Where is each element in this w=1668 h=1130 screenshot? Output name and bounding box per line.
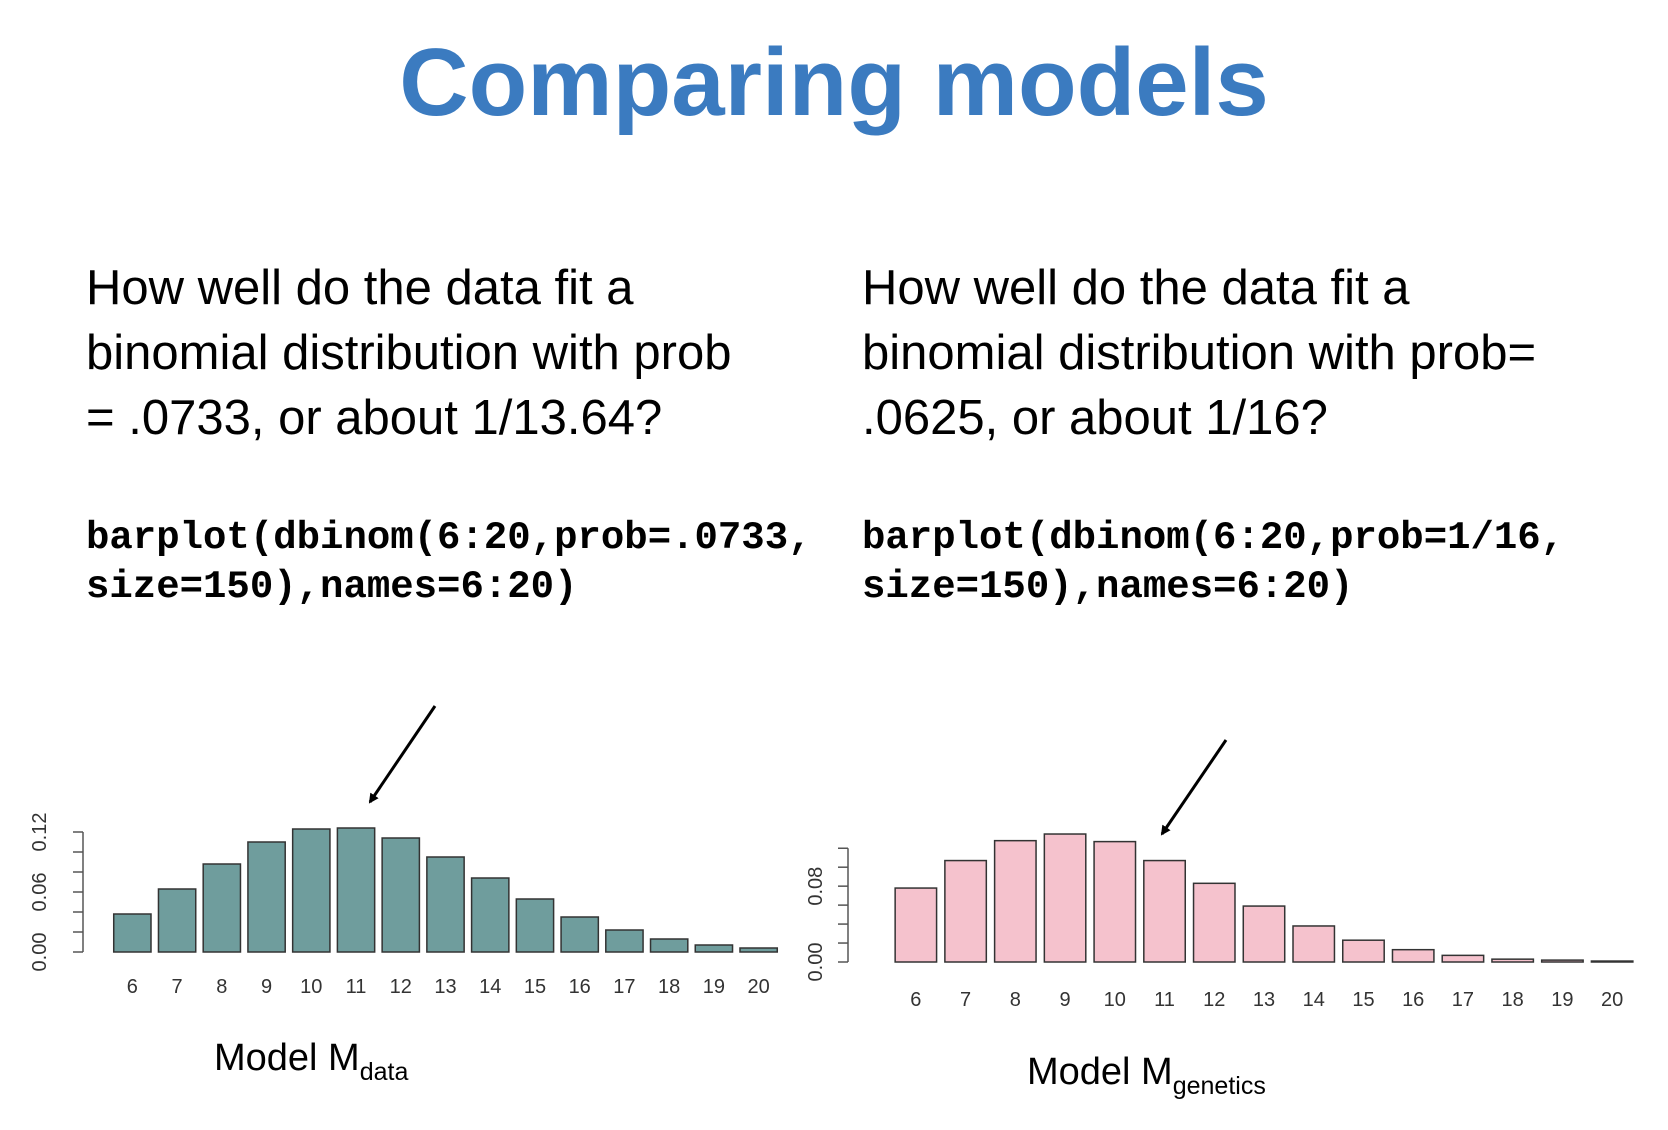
x-tick-label: 6 (127, 976, 138, 998)
y-tick-label: 0.00 (29, 933, 51, 972)
bar (1242, 905, 1286, 963)
x-tick-label: 7 (960, 989, 971, 1011)
bar (560, 916, 600, 953)
chart-caption: Model Mdata (214, 1037, 408, 1086)
bar (1491, 958, 1535, 963)
caption-subscript: genetics (1173, 1072, 1266, 1100)
x-tick-label: 8 (216, 976, 227, 998)
x-tick-label: 7 (172, 976, 183, 998)
x-tick-label: 6 (910, 989, 921, 1011)
x-tick-label: 19 (1551, 989, 1573, 1011)
code-line: barplot(dbinom(6:20,prob=1/16, (862, 516, 1564, 560)
bar (426, 856, 465, 953)
x-tick-label: 12 (390, 976, 412, 998)
x-tick-label: 18 (1502, 989, 1524, 1011)
code-line: barplot(dbinom(6:20,prob=.0733, (86, 516, 812, 560)
x-tick-label: 11 (346, 976, 367, 998)
x-tick-label: 16 (1402, 989, 1424, 1011)
bar (1192, 882, 1236, 963)
question-line: binomial distribution with prob (86, 326, 732, 380)
bar (1292, 925, 1336, 963)
bar (1441, 954, 1485, 963)
x-tick-label: 14 (479, 976, 501, 998)
x-tick-label: 8 (1010, 989, 1021, 1011)
x-tick-label: 17 (613, 976, 635, 998)
caption-subscript: data (360, 1058, 409, 1086)
bar (202, 863, 242, 953)
bar (112, 913, 152, 953)
chart-caption: Model Mgenetics (1027, 1051, 1266, 1100)
x-tick-label: 14 (1303, 989, 1325, 1011)
y-tick-label: 0.12 (29, 813, 51, 852)
x-tick-label: 17 (1452, 989, 1474, 1011)
caption-main: Model M (1027, 1051, 1173, 1093)
bar (894, 887, 938, 963)
question-line: How well do the data fit a (862, 261, 1410, 315)
bar (515, 898, 555, 953)
x-tick-label: 11 (1154, 989, 1175, 1011)
caption-main: Model M (214, 1037, 360, 1079)
bar (1391, 948, 1435, 963)
x-tick-label: 10 (300, 976, 322, 998)
x-tick-label: 16 (569, 976, 591, 998)
bar (1590, 960, 1634, 963)
x-tick-label: 18 (658, 976, 680, 998)
slide-title: Comparing models (399, 29, 1268, 136)
x-tick-label: 12 (1203, 989, 1225, 1011)
arrow (368, 705, 437, 804)
x-tick-label: 15 (524, 976, 546, 998)
x-tick-label: 20 (748, 976, 770, 998)
x-tick-label: 19 (703, 976, 725, 998)
bar (1341, 939, 1385, 963)
bar (157, 888, 197, 953)
y-tick-label: 0.00 (805, 943, 827, 982)
x-tick-label: 13 (1253, 989, 1275, 1011)
y-tick-label: 0.06 (29, 873, 51, 912)
x-tick-label: 20 (1601, 989, 1623, 1011)
x-tick-label: 9 (261, 976, 272, 998)
x-tick-label: 10 (1104, 989, 1126, 1011)
bar (739, 947, 779, 953)
x-tick-label: 15 (1352, 989, 1374, 1011)
bar (605, 929, 644, 953)
bar (381, 837, 421, 953)
bar (291, 828, 331, 953)
bar (470, 877, 510, 953)
bar (336, 827, 376, 953)
question-line: binomial distribution with prob= (862, 326, 1536, 380)
bar (247, 841, 286, 953)
bar (1143, 859, 1187, 963)
arrow (1160, 739, 1228, 836)
bar (1540, 959, 1584, 963)
x-tick-label: 9 (1060, 989, 1071, 1011)
x-tick-label: 13 (434, 976, 456, 998)
bar (649, 938, 689, 953)
bar (944, 859, 988, 963)
code-line: size=150),names=6:20) (86, 565, 577, 609)
question-line: How well do the data fit a (86, 261, 634, 315)
bar (1043, 833, 1087, 963)
bar (993, 839, 1037, 963)
question-line: = .0733, or about 1/13.64? (86, 391, 662, 445)
question-line: .0625, or about 1/16? (862, 391, 1328, 445)
bar (694, 944, 734, 953)
bar (1093, 840, 1137, 963)
code-line: size=150),names=6:20) (862, 565, 1353, 609)
y-tick-label: 0.08 (805, 867, 827, 906)
